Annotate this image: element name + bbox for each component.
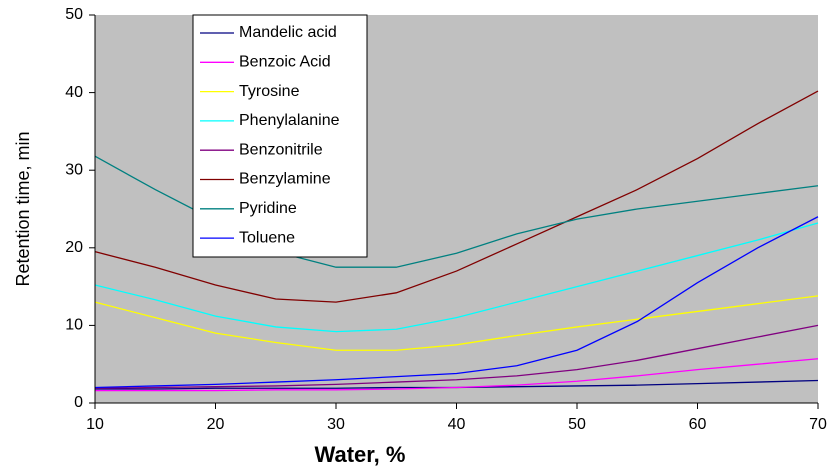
y-tick-label: 30 <box>65 161 83 178</box>
y-axis-label: Retention time, min <box>13 131 33 286</box>
legend: Mandelic acid Benzoic Acid Tyrosine Phenyla… <box>192 14 368 258</box>
legend-box <box>192 14 368 258</box>
y-tick-label: 20 <box>65 239 83 256</box>
series-line <box>94 222 819 333</box>
x-tick-label: 50 <box>568 416 586 433</box>
x-tick-label: 10 <box>86 416 104 433</box>
legend-label: Benzonitrile <box>239 141 323 158</box>
legend-label: Pyridine <box>239 200 297 217</box>
legend-label: Benzylamine <box>239 171 331 188</box>
x-tick-label: 70 <box>809 416 827 433</box>
series-line <box>94 324 819 389</box>
x-tick-label: 60 <box>689 416 707 433</box>
legend-label: Mandelic acid <box>239 24 337 41</box>
series-line <box>94 90 819 303</box>
x-tick-label: 30 <box>327 416 345 433</box>
x-tick-label: 20 <box>207 416 225 433</box>
y-tick-label: 50 <box>65 6 83 23</box>
series-line <box>94 216 819 389</box>
legend-label: Tyrosine <box>239 83 300 100</box>
legend-label: Benzoic Acid <box>239 54 331 71</box>
y-tick-label: 0 <box>74 394 83 411</box>
x-tick-label: 40 <box>448 416 466 433</box>
y-tick-label: 10 <box>65 317 83 334</box>
y-tick-label: 40 <box>65 84 83 101</box>
series-line <box>95 358 819 392</box>
series-line <box>94 295 819 351</box>
legend-label: Phenylalanine <box>239 112 340 129</box>
legend-label: Toluene <box>239 229 295 246</box>
x-axis-label: Water, % <box>315 442 406 467</box>
